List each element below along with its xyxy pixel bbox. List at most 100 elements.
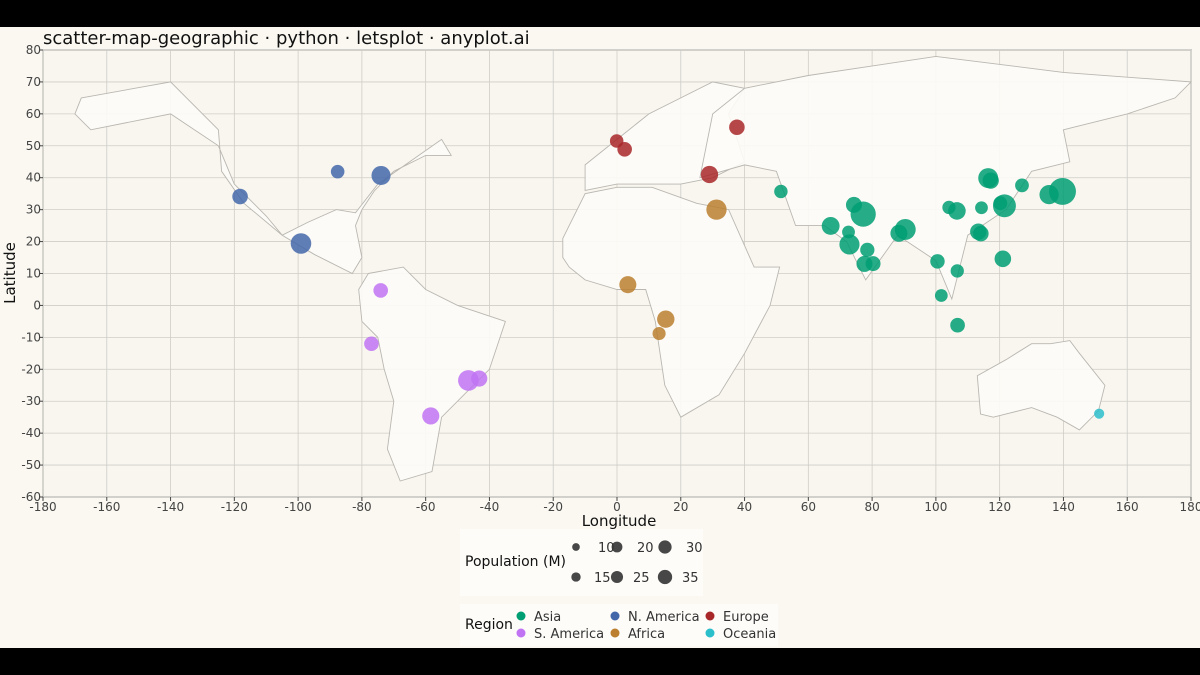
chart-title: scatter-map-geographic · python · letspl… xyxy=(43,28,530,49)
x-tick-label: 0 xyxy=(613,500,621,514)
data-point xyxy=(700,165,719,184)
data-point xyxy=(975,201,988,215)
region-legend-key xyxy=(705,611,715,621)
chart-canvas: scatter-map-geographic · python · letspl… xyxy=(0,27,1200,648)
y-axis-title: Latitude xyxy=(1,242,19,304)
data-point xyxy=(729,119,745,136)
size-legend-key xyxy=(610,570,624,584)
size-legend-label: 10 xyxy=(598,541,615,556)
data-points xyxy=(232,119,1105,425)
continent-outlines xyxy=(74,55,1193,482)
region-legend-key xyxy=(705,628,715,638)
x-tick-label: -40 xyxy=(480,500,500,514)
data-point xyxy=(330,164,345,179)
data-point xyxy=(1039,185,1059,205)
data-point xyxy=(865,256,881,272)
data-point xyxy=(982,172,999,189)
y-tick-label: 70 xyxy=(26,75,41,89)
data-point xyxy=(821,216,840,235)
data-point xyxy=(860,242,875,258)
y-tick-label: -40 xyxy=(21,426,41,440)
data-point xyxy=(290,233,312,254)
data-point xyxy=(657,310,675,328)
x-tick-label: -100 xyxy=(284,500,311,514)
x-tick-label: 100 xyxy=(924,500,947,514)
x-tick-label: 140 xyxy=(1052,500,1075,514)
size-legend-label: 20 xyxy=(637,541,654,556)
x-tick-label: 180 xyxy=(1180,500,1200,514)
data-point xyxy=(942,200,956,215)
size-legend-key xyxy=(571,572,581,582)
data-point xyxy=(371,165,391,186)
x-tick-label: -20 xyxy=(543,500,563,514)
y-tick-label: 0 xyxy=(33,298,41,312)
data-point xyxy=(609,134,624,148)
data-point xyxy=(706,199,727,220)
data-point xyxy=(619,276,637,294)
data-point xyxy=(1094,408,1105,419)
y-tick-label: 10 xyxy=(26,267,41,281)
y-tick-label: 40 xyxy=(26,171,41,185)
region-legend-key xyxy=(516,611,526,621)
data-point xyxy=(839,234,860,255)
y-tick-label: 80 xyxy=(26,43,41,57)
x-axis-title: Longitude xyxy=(582,512,657,530)
data-point xyxy=(471,370,488,387)
data-point xyxy=(994,250,1012,268)
size-legend-key xyxy=(657,569,673,585)
data-point xyxy=(890,224,908,242)
x-tick-label: 60 xyxy=(801,500,816,514)
x-tick-label: 160 xyxy=(1116,500,1139,514)
data-point xyxy=(774,184,788,199)
data-point xyxy=(950,264,964,278)
scatter-map-chart: scatter-map-geographic · python · letspl… xyxy=(1,28,1200,646)
data-point xyxy=(950,317,965,333)
x-tick-label: -180 xyxy=(29,500,56,514)
region-legend-label: S. America xyxy=(534,627,604,642)
data-point xyxy=(993,196,1008,211)
australia-outline xyxy=(976,340,1106,431)
region-legend-label: Africa xyxy=(628,627,665,642)
data-point xyxy=(934,289,948,302)
data-point xyxy=(652,326,666,341)
y-tick-label: 20 xyxy=(26,235,41,249)
region-legend-key xyxy=(610,628,620,638)
x-tick-label: -120 xyxy=(221,500,248,514)
size-legend-label: 15 xyxy=(594,571,611,586)
x-tick-label: -160 xyxy=(93,500,120,514)
y-axis-ticks: -60 -50 -40 -30 -20 -10 0 10 20 30 40 50 60 70 80 xyxy=(21,43,43,504)
size-legend-key xyxy=(572,543,580,551)
y-tick-label: 50 xyxy=(26,139,41,153)
y-tick-label: 60 xyxy=(26,107,41,121)
size-legend-label: 30 xyxy=(686,541,703,556)
size-legend: Population (M) 10 20 30 15 25 35 xyxy=(460,529,703,596)
x-tick-label: 40 xyxy=(737,500,752,514)
north-america-outline xyxy=(74,81,452,275)
region-legend-label: Asia xyxy=(534,610,561,625)
x-tick-label: -60 xyxy=(416,500,436,514)
x-tick-label: 80 xyxy=(864,500,879,514)
size-legend-key xyxy=(658,540,672,554)
y-tick-label: -50 xyxy=(21,458,41,472)
region-legend-key xyxy=(610,611,620,621)
x-tick-label: -80 xyxy=(352,500,372,514)
y-tick-label: -30 xyxy=(21,394,41,408)
y-tick-label: -20 xyxy=(21,362,41,376)
data-point xyxy=(930,254,945,269)
y-tick-label: -10 xyxy=(21,330,41,344)
y-tick-label: -60 xyxy=(21,490,41,504)
size-legend-title: Population (M) xyxy=(465,554,566,570)
x-tick-label: 20 xyxy=(673,500,688,514)
south-america-outline xyxy=(358,266,506,482)
data-point xyxy=(232,188,248,205)
africa-outline xyxy=(562,186,781,418)
region-legend-label: Europe xyxy=(723,610,769,625)
size-legend-label: 25 xyxy=(633,571,650,586)
data-point xyxy=(422,407,440,425)
data-point xyxy=(842,225,855,239)
data-point xyxy=(1015,178,1029,193)
size-legend-label: 35 xyxy=(682,571,699,586)
data-point xyxy=(364,336,379,352)
region-legend-title: Region xyxy=(465,617,513,633)
data-point xyxy=(373,283,388,298)
